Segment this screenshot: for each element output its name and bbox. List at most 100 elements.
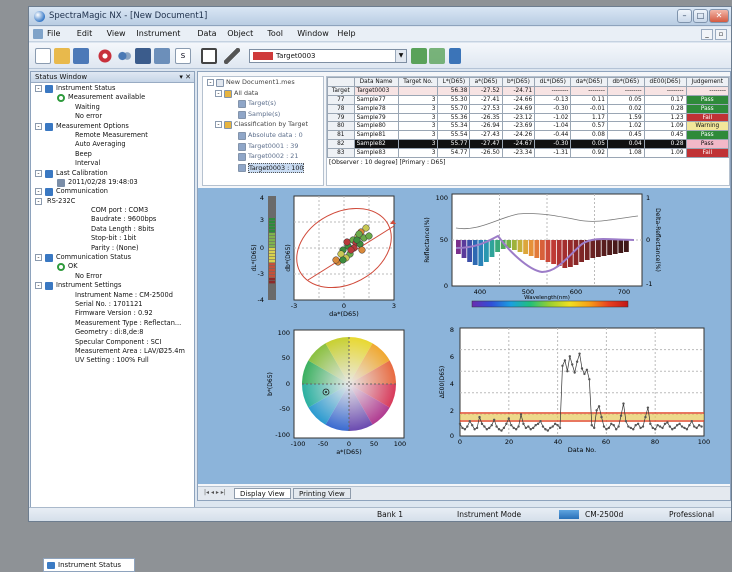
sample-point[interactable]	[322, 388, 330, 396]
status-item[interactable]: Measurement Area : LAV/Ø25.4m	[31, 347, 194, 356]
link-icon[interactable]	[116, 48, 132, 64]
trend-point[interactable]	[644, 415, 647, 419]
trend-point[interactable]	[580, 367, 584, 370]
status-item[interactable]: Remote Measurement	[31, 131, 194, 140]
save-icon[interactable]	[73, 48, 89, 64]
status-item[interactable]: Beep	[31, 150, 194, 159]
delta-reflectance-bar[interactable]	[484, 240, 489, 262]
trend-point[interactable]	[607, 426, 611, 430]
status-item[interactable]: UV Setting : 100% Full	[31, 356, 194, 365]
trend-point[interactable]	[561, 364, 564, 367]
trend-point[interactable]	[536, 422, 540, 426]
doc-tree-item[interactable]: Sample(s)	[203, 109, 323, 120]
target-measure-icon[interactable]	[154, 48, 170, 64]
menu-file[interactable]: File	[47, 29, 61, 38]
data-point[interactable]	[358, 246, 366, 254]
status-item[interactable]: Specular Component : SCI	[31, 338, 194, 347]
chevron-down-icon[interactable]: ▼	[395, 50, 406, 62]
data-point[interactable]	[347, 246, 355, 254]
delta-reflectance-bar[interactable]	[478, 240, 484, 266]
delta-reflectance-bar[interactable]	[517, 240, 523, 252]
menu-window[interactable]: Window	[297, 29, 329, 38]
menu-tool[interactable]: Tool	[267, 29, 283, 38]
doc-tree-item[interactable]: Absolute data : 0	[203, 130, 323, 141]
tab-scroll-arrows[interactable]: |◂ ◂ ▸ ▸|	[204, 489, 226, 496]
trend-point[interactable]	[673, 426, 676, 430]
status-item[interactable]: - Communication	[31, 187, 194, 197]
mdi-minimize-button[interactable]: _	[701, 29, 713, 40]
trend-point[interactable]	[671, 428, 674, 431]
column-header[interactable]: da*(D65)	[570, 77, 608, 87]
trend-point[interactable]	[573, 371, 576, 374]
column-header[interactable]: Judgement	[685, 77, 730, 87]
trend-point[interactable]	[553, 422, 557, 426]
collapse-icon[interactable]: -	[35, 122, 42, 130]
delta-reflectance-bar[interactable]	[495, 240, 500, 252]
trend-point[interactable]	[566, 370, 569, 373]
delta-reflectance-bar[interactable]	[596, 240, 601, 257]
trend-point[interactable]	[654, 428, 657, 431]
trend-point[interactable]	[522, 422, 525, 426]
column-header[interactable]: dL*(D65)	[534, 77, 572, 87]
document-icon[interactable]	[33, 29, 43, 39]
trend-point[interactable]	[551, 425, 554, 428]
status-item[interactable]: - Communication Status	[31, 253, 194, 263]
trend-point[interactable]	[617, 425, 620, 428]
trend-point[interactable]	[507, 417, 510, 420]
status-item[interactable]: 2011/02/28 19:48:03	[31, 178, 194, 187]
info-icon[interactable]	[449, 48, 461, 64]
delta-reflectance-bar[interactable]	[556, 240, 562, 266]
trend-point[interactable]	[602, 425, 606, 428]
column-header[interactable]: L*(D65)	[437, 77, 471, 87]
status-item[interactable]: Stop-bit : 1bit	[31, 234, 194, 243]
status-item[interactable]: Data Length : 8bits	[31, 225, 194, 234]
delta-reflectance-bar[interactable]	[612, 240, 618, 254]
data-point[interactable]	[355, 230, 363, 238]
trend-point[interactable]	[519, 413, 523, 416]
tab-display-view[interactable]: Display View	[234, 488, 291, 499]
status-item[interactable]: Serial No. : 1701121	[31, 300, 194, 309]
collapse-icon[interactable]: -	[35, 169, 42, 177]
trend-point[interactable]	[510, 424, 513, 427]
table-row[interactable]: 83 Sample83 3 54.77 -26.50 -23.34 -1.31 0.92 1.0…	[327, 148, 730, 159]
menu-object[interactable]: Object	[227, 29, 254, 38]
status-item[interactable]: - Last Calibration	[31, 169, 194, 178]
data-point[interactable]	[353, 236, 361, 244]
trend-point[interactable]	[700, 425, 703, 428]
status-item[interactable]: Parity : (None)	[31, 244, 194, 253]
trend-point[interactable]	[500, 429, 503, 432]
tab-instrument-status[interactable]: Instrument Status	[43, 558, 135, 572]
trend-point[interactable]	[595, 409, 598, 412]
trend-point[interactable]	[473, 428, 476, 431]
trend-point[interactable]	[646, 406, 650, 409]
delta-reflectance-bar[interactable]	[584, 240, 590, 260]
trend-point[interactable]	[541, 425, 545, 428]
trend-point[interactable]	[578, 352, 581, 355]
status-item[interactable]: Instrument Name : CM-2500d	[31, 291, 194, 300]
status-item[interactable]: - Measurement Options	[31, 122, 194, 131]
menu-instrument[interactable]: Instrument	[136, 29, 181, 38]
column-header[interactable]	[327, 77, 355, 87]
menu-view[interactable]: View	[106, 29, 126, 38]
delta-reflectance-bar[interactable]	[461, 240, 467, 258]
trend-point[interactable]	[549, 426, 552, 430]
trend-point[interactable]	[632, 428, 635, 431]
trend-point[interactable]	[605, 428, 608, 431]
new-icon[interactable]	[35, 48, 51, 64]
trend-point[interactable]	[527, 425, 530, 428]
column-header[interactable]: dE00(D65)	[643, 77, 687, 87]
delta-reflectance-bar[interactable]	[551, 240, 556, 264]
delta-reflectance-bar[interactable]	[512, 240, 517, 250]
status-item[interactable]: Geometry : di:8,de:8	[31, 328, 194, 337]
maximize-button[interactable]: □	[693, 9, 708, 23]
doc-tree-item[interactable]: - New Document1.mes	[203, 77, 323, 88]
collapse-icon[interactable]: -	[207, 79, 214, 86]
trend-point[interactable]	[539, 419, 542, 423]
select-frame-icon[interactable]	[201, 48, 217, 64]
trend-point[interactable]	[688, 424, 691, 427]
data-point[interactable]	[365, 232, 373, 240]
trend-point[interactable]	[627, 425, 630, 428]
table-row[interactable]: 82 Sample82 3 55.77 -27.47 -24.67 -0.30 0.05 0.0…	[327, 139, 730, 150]
status-item[interactable]: - Instrument Settings	[31, 281, 194, 291]
trend-point[interactable]	[558, 426, 562, 430]
